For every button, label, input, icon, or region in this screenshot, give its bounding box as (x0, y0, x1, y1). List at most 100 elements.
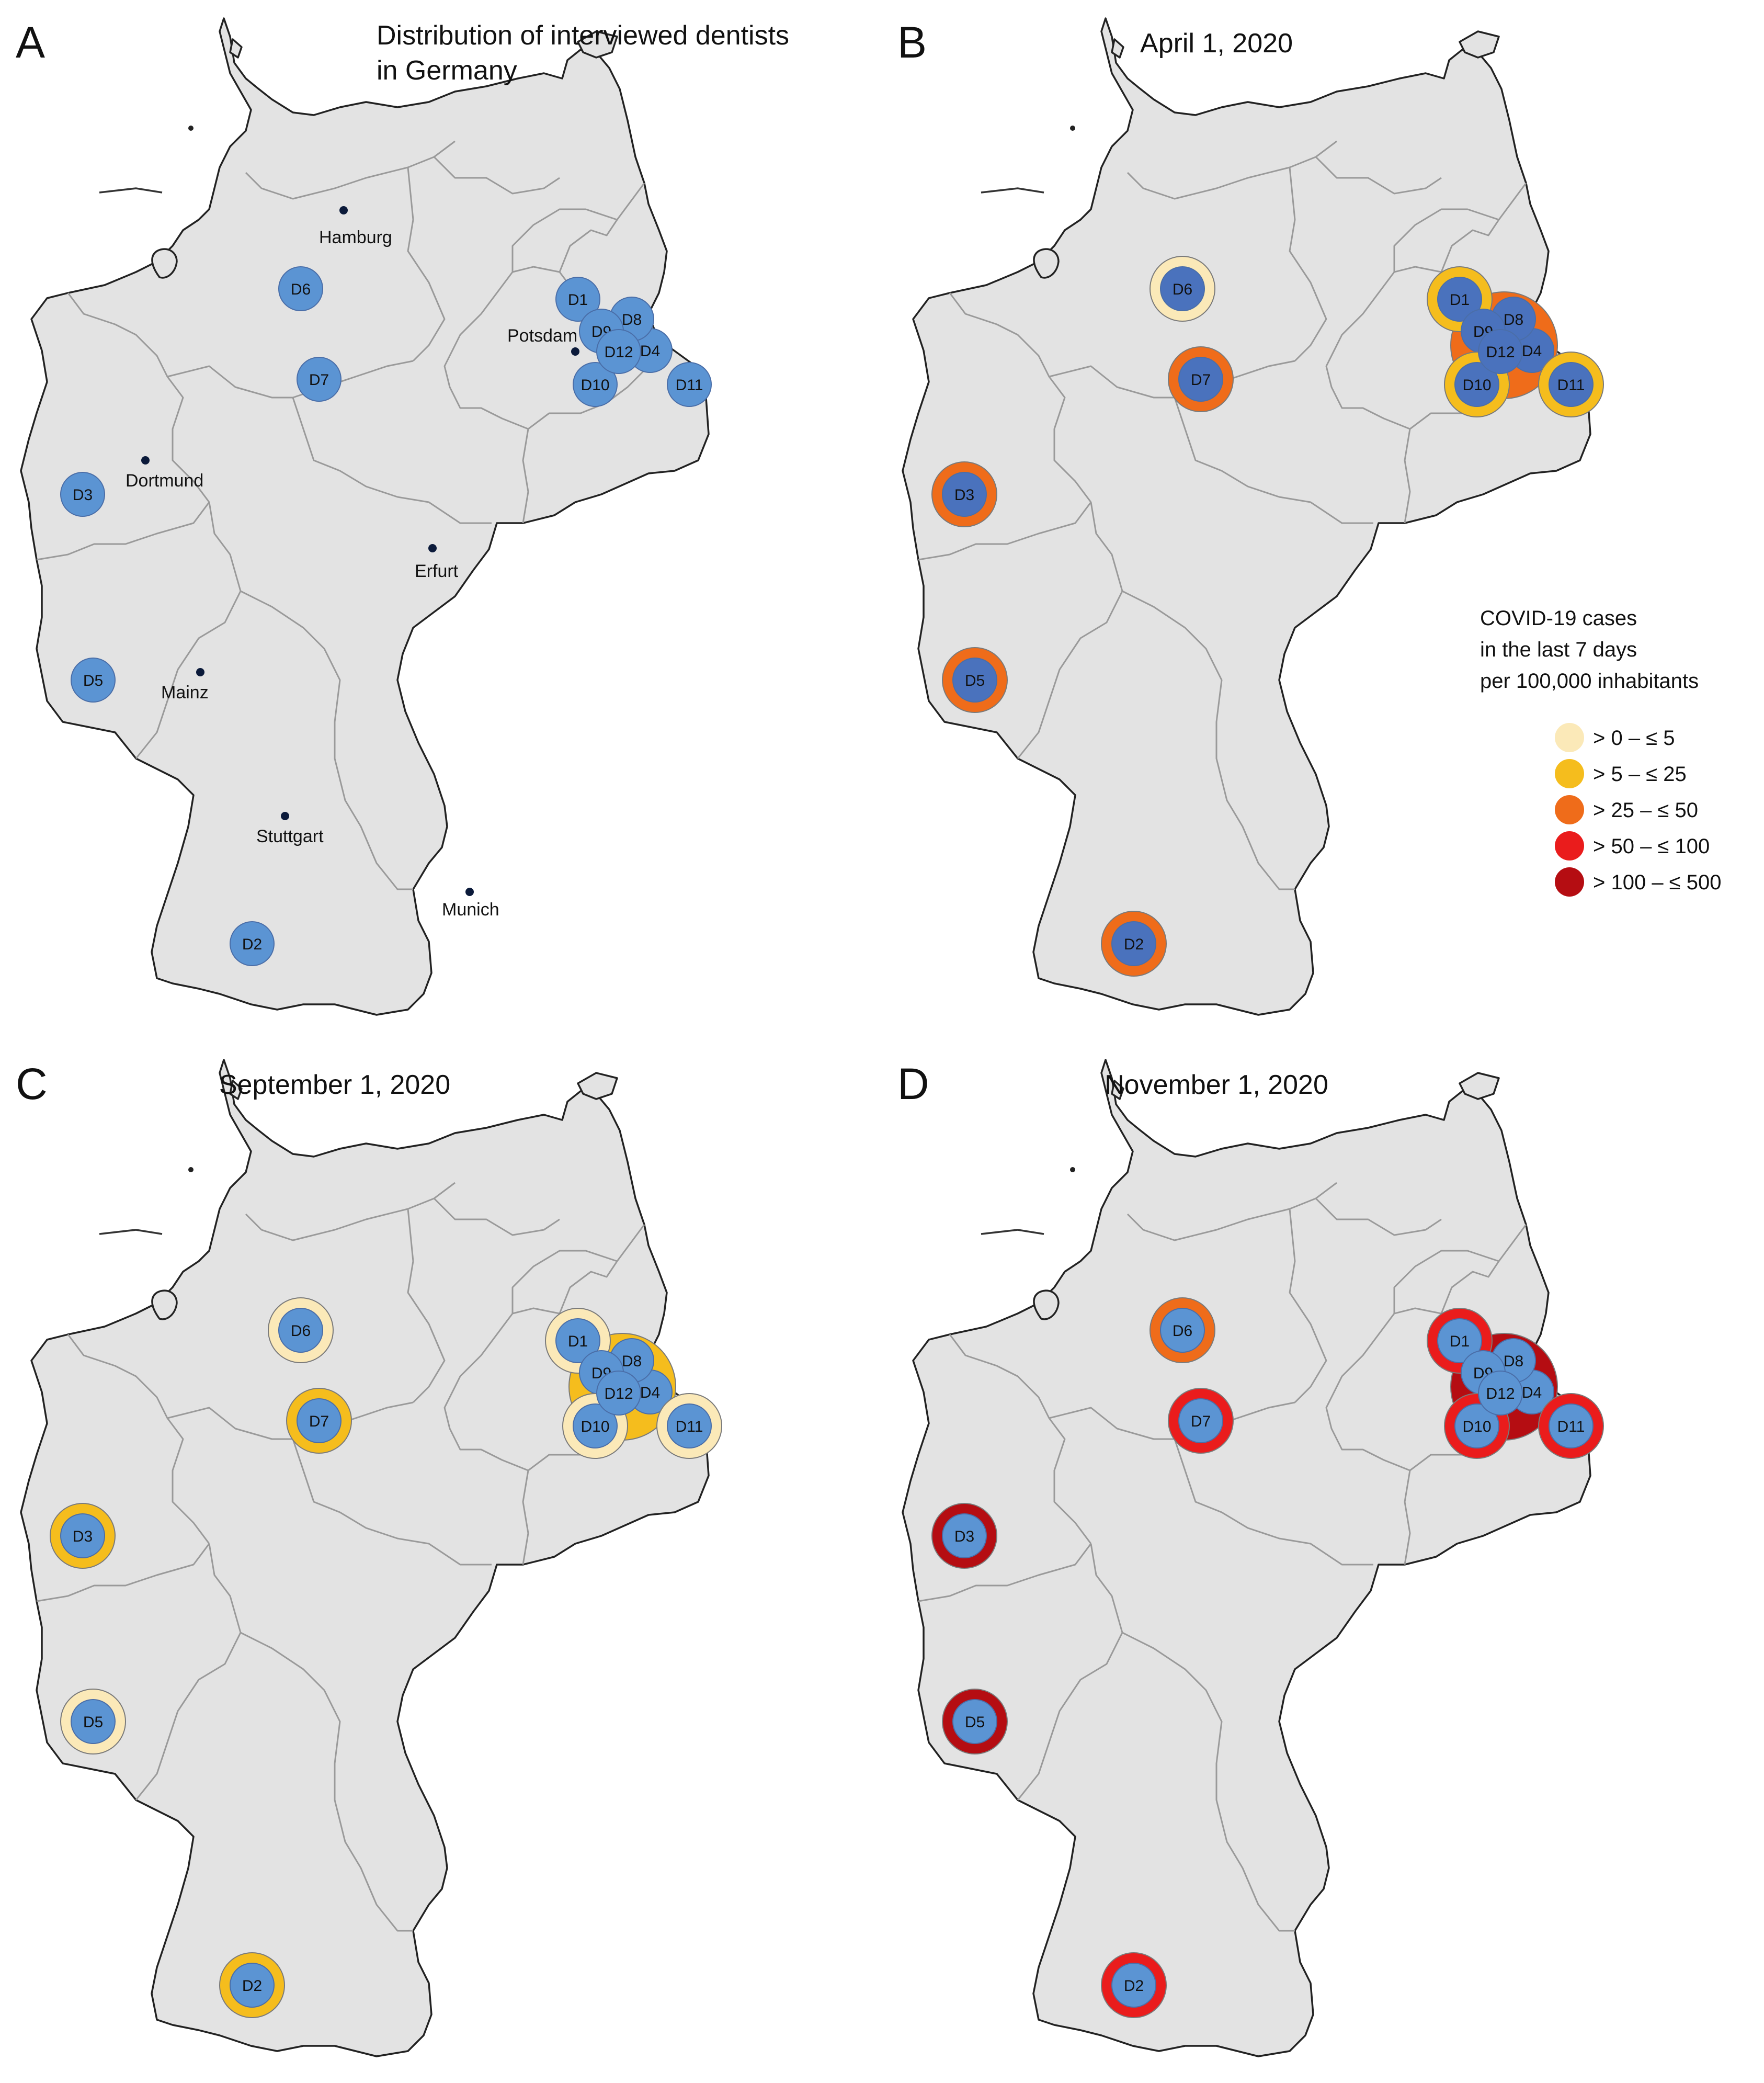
dentist-label-d3: D3 (954, 486, 974, 504)
city-dot-stuttgart (281, 812, 289, 820)
legend-label-5: > 100 – ≤ 500 (1593, 871, 1722, 894)
dentist-marker-d2 (1111, 921, 1156, 966)
dentist-label-d10: D10 (581, 377, 609, 394)
legend: COVID-19 cases in the last 7 days per 100,… (1480, 607, 1722, 897)
city-label-hamburg: Hamburg (319, 228, 392, 247)
dentist-label-d6: D6 (1173, 281, 1192, 298)
legend-title-line-1: COVID-19 cases (1480, 607, 1637, 630)
dentist-label-d3: D3 (73, 486, 93, 504)
city-label-stuttgart: Stuttgart (256, 827, 324, 846)
dentist-marker-d2 (230, 921, 275, 966)
city-label-potsdam: Potsdam (507, 326, 577, 346)
city-dot-erfurt (428, 544, 437, 552)
dentist-marker-d7 (297, 1398, 342, 1443)
panel-title-b: April 1, 2020 (1140, 28, 1293, 59)
dentist-marker-d1 (555, 277, 600, 322)
dentist-marker-d10 (573, 1403, 618, 1448)
panel-title-line-1: Distribution of interviewed dentists (377, 20, 789, 51)
dentist-label-d12: D12 (1486, 1385, 1515, 1402)
dentist-label-d2: D2 (242, 1977, 262, 1995)
dentist-label-d2: D2 (1124, 936, 1144, 953)
legend-swatch-2 (1555, 759, 1584, 788)
germany-map-outline (902, 1059, 1591, 2057)
germany-map-outline (20, 17, 710, 1016)
dentist-marker-d10 (1454, 1403, 1499, 1448)
dentist-marker-d2 (1111, 1963, 1156, 2008)
legend-swatch-1 (1555, 723, 1584, 752)
legend-label-3: > 25 – ≤ 50 (1593, 799, 1698, 822)
dentist-label-d5: D5 (965, 1714, 985, 1731)
dentist-marker-d2 (230, 1963, 275, 2008)
dentist-label-d10: D10 (581, 1418, 609, 1435)
panel-letter-d: D (897, 1059, 929, 1108)
panel-title-d: November 1, 2020 (1105, 1070, 1328, 1100)
dentist-label-d7: D7 (1191, 1413, 1211, 1430)
panel-title-c: September 1, 2020 (219, 1070, 450, 1100)
dentist-marker-d6 (278, 266, 323, 311)
dentist-label-d11: D11 (1557, 377, 1585, 394)
dentist-marker-d12 (596, 329, 641, 374)
dentist-label-d1: D1 (1450, 291, 1470, 309)
dentist-marker-d11 (1549, 362, 1594, 407)
dentist-label-d11: D11 (676, 1418, 703, 1435)
dentist-marker-d1 (1437, 1318, 1482, 1363)
dentist-label-d10: D10 (1462, 1418, 1491, 1435)
dentist-marker-d12 (1478, 329, 1523, 374)
legend-swatch-5 (1555, 867, 1584, 897)
dentist-label-d8: D8 (622, 1353, 642, 1370)
dentist-marker-d5 (71, 1699, 116, 1744)
dentist-marker-d11 (1549, 1403, 1594, 1448)
dentist-marker-d3 (942, 1513, 987, 1558)
city-dot-hamburg (339, 206, 348, 214)
dentist-label-d12: D12 (1486, 344, 1515, 361)
legend-label-2: > 5 – ≤ 25 (1593, 763, 1687, 786)
dentist-marker-d7 (297, 357, 342, 402)
city-dot-munich (465, 888, 474, 896)
dentist-label-d8: D8 (622, 311, 642, 329)
dentist-marker-d7 (1178, 357, 1223, 402)
dentist-label-d3: D3 (954, 1528, 974, 1545)
dentist-marker-d6 (1160, 266, 1205, 311)
dentist-marker-d3 (60, 472, 105, 517)
legend-swatch-3 (1555, 795, 1584, 824)
dentist-marker-d10 (573, 362, 618, 407)
dentist-marker-d5 (71, 658, 116, 703)
dentist-marker-d3 (60, 1513, 105, 1558)
dentist-label-d5: D5 (83, 672, 103, 689)
dentist-label-d4: D4 (640, 343, 660, 360)
dentist-label-d7: D7 (1191, 371, 1211, 389)
legend-title-line-2: in the last 7 days (1480, 638, 1637, 661)
dentist-label-d2: D2 (1124, 1977, 1144, 1995)
dentist-label-d1: D1 (568, 1333, 588, 1350)
dentist-label-d11: D11 (1557, 1418, 1585, 1435)
dentist-marker-d1 (555, 1318, 600, 1363)
city-dot-potsdam (571, 347, 579, 356)
dentist-label-d11: D11 (676, 377, 703, 394)
dentist-label-d2: D2 (242, 936, 262, 953)
dentist-marker-d6 (1160, 1308, 1205, 1353)
dentist-label-d12: D12 (604, 344, 633, 361)
dentist-label-d8: D8 (1504, 1353, 1523, 1370)
dentist-label-d5: D5 (83, 1714, 103, 1731)
legend-label-1: > 0 – ≤ 5 (1593, 727, 1675, 750)
city-dot-mainz (196, 668, 204, 676)
panel-letter-a: A (16, 18, 45, 67)
panel-title-line-2: in Germany (377, 55, 517, 86)
legend-swatch-4 (1555, 831, 1584, 861)
dentist-label-d10: D10 (1462, 377, 1491, 394)
germany-map-outline (902, 17, 1591, 1016)
dentist-label-d6: D6 (291, 1322, 311, 1340)
dentist-marker-d12 (1478, 1371, 1523, 1416)
dentist-label-d1: D1 (568, 291, 588, 309)
dentist-marker-d5 (952, 1699, 997, 1744)
dentist-label-d6: D6 (291, 281, 311, 298)
dentist-marker-d12 (596, 1371, 641, 1416)
dentist-marker-d11 (667, 1403, 712, 1448)
dentist-marker-d1 (1437, 277, 1482, 322)
dentist-marker-d3 (942, 472, 987, 517)
